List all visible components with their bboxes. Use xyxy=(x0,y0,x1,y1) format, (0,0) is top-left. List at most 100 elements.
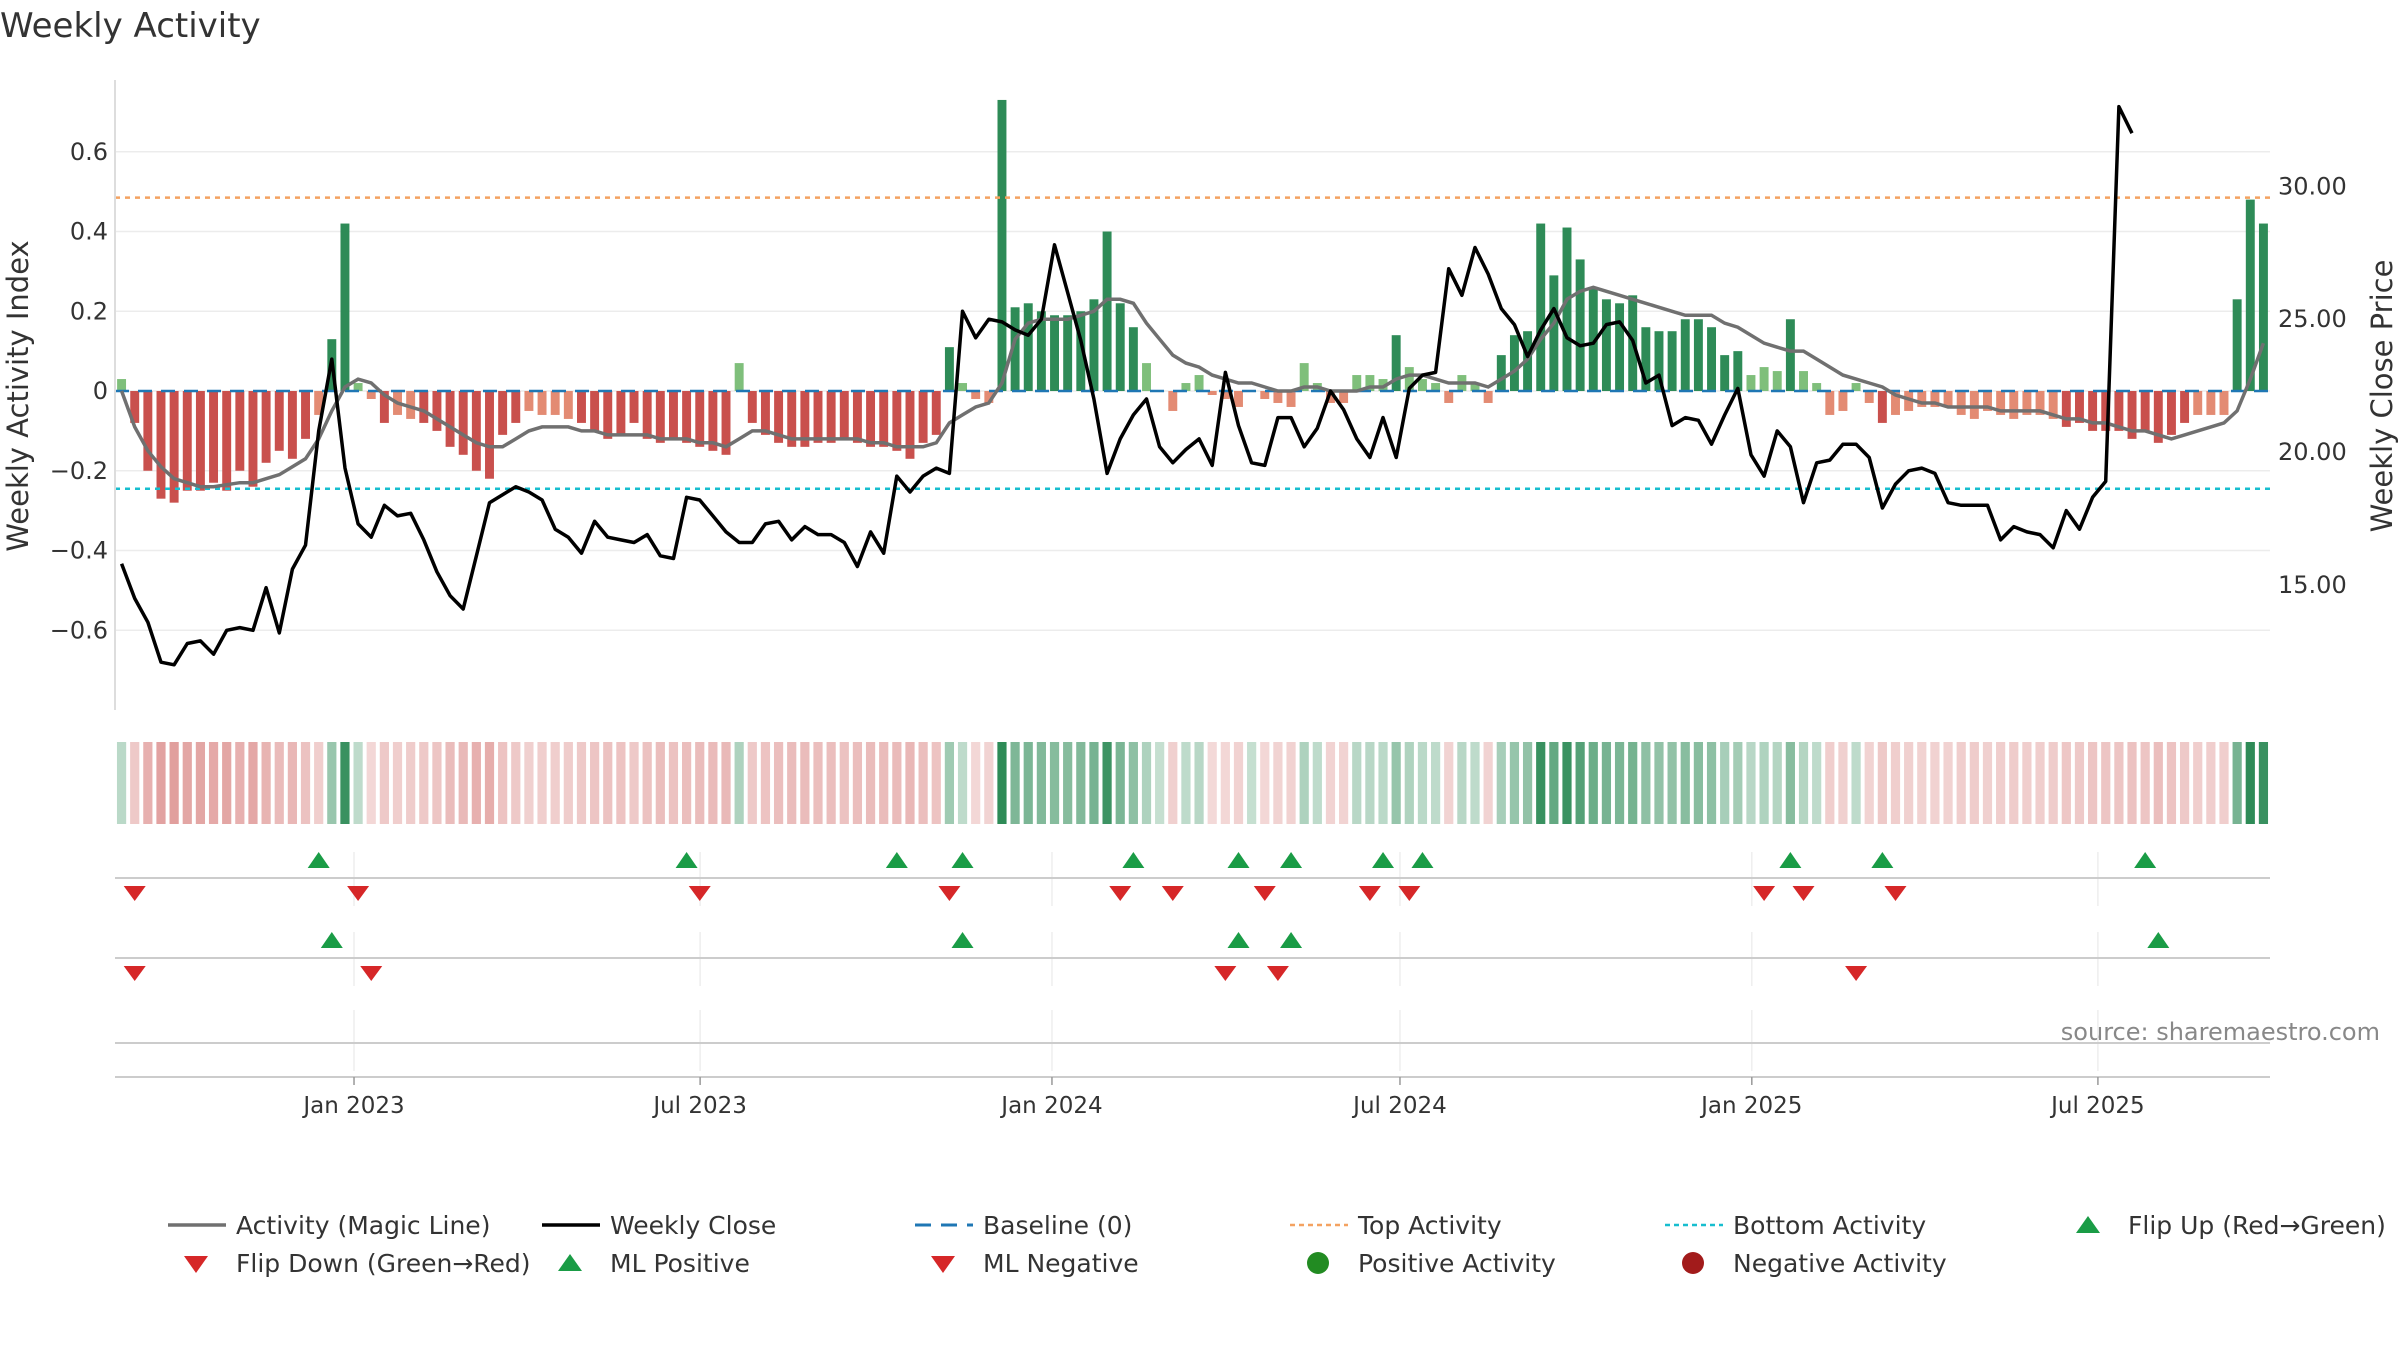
down-marker xyxy=(1358,886,1381,901)
activity-bar xyxy=(195,391,205,491)
strip-cell xyxy=(1693,742,1703,824)
down-marker xyxy=(1884,886,1907,901)
legend-swatch-positive xyxy=(1307,1252,1329,1274)
up-marker xyxy=(1122,852,1145,868)
strip-cell xyxy=(787,742,797,824)
up-marker xyxy=(1280,852,1303,868)
activity-bar xyxy=(1680,319,1690,392)
strip-cell xyxy=(116,742,127,824)
activity-bar xyxy=(2022,391,2032,415)
strip-cell xyxy=(353,742,363,824)
legend-label: Baseline (0) xyxy=(983,1211,1132,1240)
strip-cell xyxy=(182,742,192,824)
strip-cell xyxy=(169,742,179,824)
up-marker xyxy=(1411,852,1434,868)
activity-bar xyxy=(471,391,481,471)
strip-cell xyxy=(498,742,508,824)
up-marker xyxy=(307,852,330,868)
strip-cell xyxy=(261,742,271,824)
activity-bar xyxy=(1891,391,1900,415)
strip-cell xyxy=(1930,742,1940,824)
strip-cell xyxy=(1996,742,2006,824)
activity-bar xyxy=(1667,331,1677,392)
strip-cell xyxy=(1365,742,1375,824)
down-marker xyxy=(123,886,146,901)
x-tick-label: Jan 2024 xyxy=(999,1093,1102,1119)
strip-cell xyxy=(1956,742,1966,824)
strip-cell xyxy=(1628,742,1638,824)
activity-bar xyxy=(117,379,127,392)
activity-bar xyxy=(1917,391,1927,407)
strip-cell xyxy=(760,742,771,824)
activity-bar xyxy=(498,391,508,435)
axis-layer: 0.6 0.4 0.2 0 −0.2 −0.4 −0.6 30.00 25.00 20.00 15.… xyxy=(50,80,2347,1119)
strip-cell xyxy=(2206,742,2216,824)
strip-cell xyxy=(1063,742,1073,824)
strip-cell xyxy=(1444,742,1454,824)
activity-bar xyxy=(1273,391,1283,403)
strip-cell xyxy=(563,742,573,824)
legend-swatch-up xyxy=(558,1254,582,1271)
strip-cell xyxy=(668,742,679,824)
activity-bar xyxy=(708,391,718,451)
down-marker xyxy=(1845,966,1868,981)
activity-bar xyxy=(1260,391,1270,399)
activity-bar xyxy=(1641,327,1651,392)
activity-bar xyxy=(2009,391,2019,419)
strip-cell xyxy=(419,742,429,824)
activity-bar xyxy=(2088,391,2098,431)
strip-cell xyxy=(208,742,219,824)
legend: Activity (Magic Line) Weekly Close Baselin… xyxy=(168,1211,2386,1278)
strip-cell xyxy=(2166,742,2177,824)
strip-cell xyxy=(879,742,889,824)
y-left-tick-label: 0 xyxy=(93,377,108,405)
activity-bar xyxy=(1207,391,1217,395)
up-marker xyxy=(1227,852,1250,868)
strip-cell xyxy=(1667,742,1677,824)
strip-cell xyxy=(892,742,902,824)
strip-cell xyxy=(471,742,481,824)
strip-cell xyxy=(1181,742,1191,824)
y-right-tick-label: 20.00 xyxy=(2278,438,2347,466)
strip-cell xyxy=(1509,742,1520,824)
strip-cell xyxy=(2074,742,2085,824)
up-marker xyxy=(1372,852,1395,868)
strip-cell xyxy=(1720,742,1730,824)
activity-bar xyxy=(1877,391,1887,423)
strip-cell xyxy=(340,742,350,824)
strip-cell xyxy=(1654,742,1664,824)
activity-bar xyxy=(2232,299,2242,392)
strip-cell xyxy=(1877,742,1887,824)
activity-bar xyxy=(1404,367,1414,392)
activity-bar xyxy=(2074,391,2084,423)
activity-bar xyxy=(1115,303,1125,392)
activity-bar xyxy=(1693,319,1703,392)
strip-cell xyxy=(971,742,981,824)
strip-cell xyxy=(445,742,455,824)
activity-bar xyxy=(248,391,258,487)
activity-bar xyxy=(2258,223,2268,392)
activity-strip xyxy=(116,742,2269,824)
activity-bar xyxy=(682,391,692,443)
strip-cell xyxy=(800,742,810,824)
lines-layer xyxy=(115,104,2270,667)
y-left-tick-label: −0.2 xyxy=(50,457,108,485)
activity-bar xyxy=(1812,383,1822,392)
strip-cell xyxy=(2127,742,2137,824)
down-marker xyxy=(1214,966,1237,981)
activity-bar xyxy=(668,391,678,439)
activity-bar xyxy=(2114,391,2124,431)
legend-swatch-down xyxy=(184,1256,208,1273)
activity-bar xyxy=(1575,259,1585,392)
down-marker xyxy=(360,966,383,981)
activity-bar xyxy=(537,391,547,415)
activity-bar xyxy=(577,391,586,423)
legend-label: Weekly Close xyxy=(610,1211,776,1240)
activity-bar xyxy=(1509,335,1519,392)
activity-bar xyxy=(1128,327,1138,392)
activity-bar xyxy=(892,391,902,451)
activity-bar xyxy=(2153,391,2163,443)
activity-bar xyxy=(511,391,521,423)
strip-cell xyxy=(1141,742,1152,824)
legend-swatch-up xyxy=(2076,1216,2100,1233)
